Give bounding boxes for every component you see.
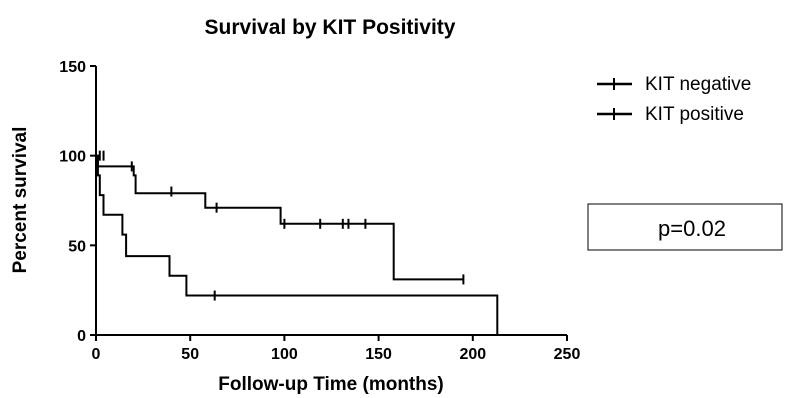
x-tick-label: 50	[181, 346, 199, 363]
y-axis-label: Percent survival	[10, 127, 31, 274]
legend: KIT negative KIT positive	[597, 74, 751, 125]
chart-title: Survival by KIT Positivity	[205, 16, 456, 39]
x-tick-label: 150	[365, 346, 392, 363]
p-value-text: p=0.02	[658, 216, 726, 241]
y-tick-label: 0	[77, 328, 86, 345]
x-tick-label: 100	[271, 346, 298, 363]
x-tick-label: 250	[554, 346, 581, 363]
survival-line-kit-negative	[96, 154, 464, 281]
x-tick-label: 0	[92, 346, 101, 363]
x-tick-label: 200	[459, 346, 486, 363]
plot-area: 0 50 100 150 0 50 100 150 200 250	[59, 59, 580, 363]
survival-line-kit-positive	[96, 154, 499, 335]
x-axis-label: Follow-up Time (months)	[218, 374, 444, 395]
legend-label-kit-negative: KIT negative	[645, 74, 751, 95]
p-value-box: p=0.02	[587, 203, 783, 251]
y-tick-label: 50	[68, 238, 86, 255]
y-tick-label: 100	[59, 149, 86, 166]
legend-label-kit-positive: KIT positive	[645, 104, 744, 125]
y-tick-label: 150	[59, 59, 86, 76]
p-value-frame	[587, 203, 783, 251]
